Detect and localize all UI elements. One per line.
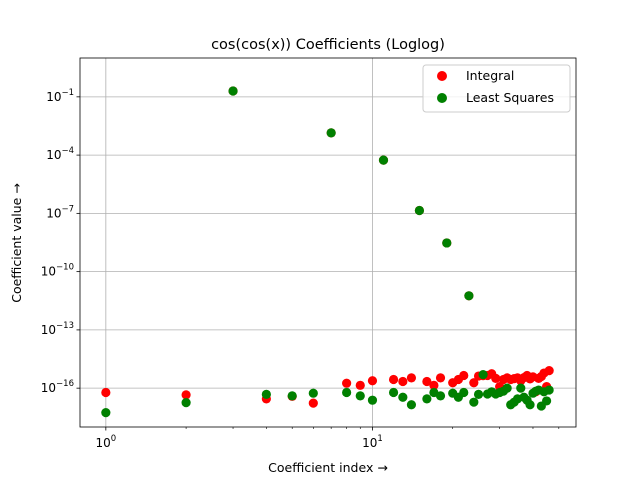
point-integral (101, 387, 111, 398)
legend: Integral Least Squares (422, 64, 571, 113)
legend-label-least-squares: Least Squares (466, 90, 554, 105)
point-integral (388, 374, 399, 385)
legend-label-integral: Integral (466, 68, 514, 83)
point-least-squares (181, 398, 191, 408)
point-least-squares (464, 291, 474, 301)
point-least-squares (422, 394, 432, 404)
point-integral (491, 373, 501, 383)
legend-box (422, 64, 571, 113)
point-integral (355, 380, 365, 390)
point-least-squares (525, 400, 535, 410)
y-tick-label: 10−10 (41, 263, 74, 279)
point-least-squares (101, 408, 111, 418)
point-least-squares (502, 383, 512, 393)
point-least-squares (473, 389, 484, 399)
point-integral (435, 373, 446, 383)
chart-title: cos(cos(x)) Coefficients (Loglog) (211, 37, 445, 53)
point-least-squares (308, 388, 318, 398)
point-integral (429, 380, 439, 390)
point-integral (398, 376, 408, 387)
point-least-squares (398, 392, 408, 402)
point-least-squares (388, 387, 399, 398)
point-integral (367, 376, 378, 386)
point-integral (308, 398, 318, 408)
grid (80, 58, 576, 427)
y-axis-ticks: 10−16 10−13 10−10 10−7 10−4 10−1 (41, 88, 80, 395)
legend-marker-integral (437, 71, 447, 81)
point-least-squares (516, 383, 526, 393)
x-axis-label: Coefficient index → (268, 460, 388, 475)
point-least-squares (355, 391, 365, 401)
plot-frame (79, 57, 577, 428)
point-least-squares (478, 369, 488, 380)
data-points (101, 86, 554, 418)
point-integral (342, 378, 352, 388)
point-least-squares (342, 387, 352, 398)
point-least-squares (228, 86, 238, 96)
x-tick-label: 100 (95, 434, 116, 450)
y-tick-label: 10−1 (46, 88, 74, 104)
y-tick-label: 10−13 (41, 321, 74, 337)
point-least-squares (367, 395, 378, 405)
point-integral (544, 366, 554, 376)
x-axis-ticks: 100 101 (95, 427, 560, 450)
y-tick-label: 10−7 (46, 204, 74, 220)
point-integral (469, 378, 479, 388)
point-least-squares (435, 391, 446, 401)
point-integral (422, 376, 432, 387)
point-least-squares (469, 397, 479, 407)
point-least-squares (442, 238, 452, 248)
point-least-squares (326, 128, 336, 138)
point-integral (406, 373, 417, 383)
point-integral (181, 390, 191, 400)
point-least-squares (287, 391, 297, 401)
point-least-squares (459, 387, 469, 398)
y-tick-label: 10−4 (46, 146, 74, 162)
y-axis-label: Coefficient value → (9, 183, 24, 303)
point-least-squares (378, 155, 389, 165)
x-tick-label: 101 (362, 434, 383, 450)
point-least-squares (414, 205, 425, 216)
point-least-squares (261, 389, 271, 399)
y-tick-label: 10−16 (41, 379, 74, 395)
point-least-squares (544, 385, 554, 395)
legend-marker-least-squares (437, 93, 447, 103)
point-least-squares (406, 400, 417, 410)
point-least-squares (542, 396, 552, 406)
point-integral (459, 370, 469, 381)
